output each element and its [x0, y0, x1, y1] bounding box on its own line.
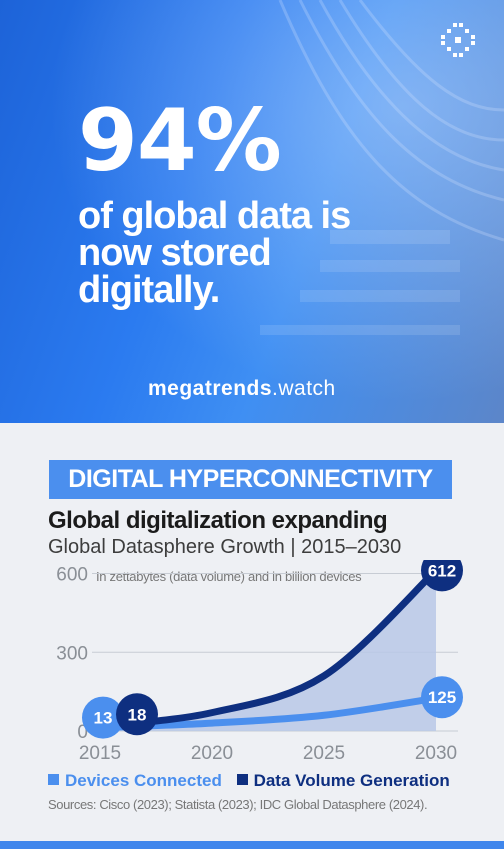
- hero-stat: 94%: [78, 91, 282, 191]
- devices-end-label: 125: [428, 688, 456, 707]
- x-tick-label: 2015: [79, 743, 121, 764]
- brand-name-domain: .watch: [272, 377, 336, 400]
- y-tick-label: 300: [56, 643, 88, 664]
- data-volume-end-label: 612: [428, 561, 456, 580]
- brand-name[interactable]: megatrends.watch: [148, 377, 336, 401]
- devices-start-label: 13: [94, 709, 113, 728]
- legend-item-devices: Devices Connected: [48, 771, 222, 790]
- source-note: Sources: Cisco (2023); Statista (2023); …: [48, 797, 428, 812]
- legend-item-data-volume: Data Volume Generation: [236, 771, 450, 790]
- data-volume-area: [100, 570, 436, 731]
- legend-swatch-devices: [48, 774, 59, 785]
- server-rack-background: [0, 0, 504, 423]
- data-volume-start-marker: [116, 693, 158, 736]
- data-volume-end-marker: [421, 560, 463, 592]
- legend-label-data-volume: Data Volume Generation: [253, 771, 450, 790]
- chart-note: In zettabytes (data volume) and in billi…: [96, 569, 362, 584]
- x-tick-label: 2020: [191, 743, 233, 764]
- growth-chart: In zettabytes (data volume) and in billi…: [56, 560, 463, 764]
- brand-name-bold: megatrends: [148, 377, 273, 400]
- legend-swatch-data-volume: [236, 774, 248, 785]
- data-volume-start-label: 18: [128, 705, 147, 724]
- x-tick-label: 2030: [415, 743, 457, 764]
- chart-legend: Devices Connected Data Volume Generation: [48, 771, 450, 791]
- chart-title: Global digitalization expanding: [48, 507, 388, 534]
- hero-section: 94% of global data is now stored digital…: [0, 0, 504, 423]
- legend-label-devices: Devices Connected: [65, 771, 222, 790]
- brand-logo-icon: [441, 23, 475, 57]
- chart-subtitle: Global Datasphere Growth | 2015–2030: [48, 536, 402, 558]
- y-tick-label: 600: [56, 565, 88, 586]
- devices-start-marker: [82, 696, 124, 739]
- hero-tagline: of global data is now stored digitally.: [78, 195, 351, 311]
- devices-end-marker: [421, 676, 463, 719]
- section-banner: DIGITAL HYPERCONNECTIVITY: [49, 460, 452, 499]
- footer-bar: [0, 841, 504, 849]
- y-tick-label: 0: [77, 722, 88, 743]
- x-tick-label: 2025: [303, 743, 345, 764]
